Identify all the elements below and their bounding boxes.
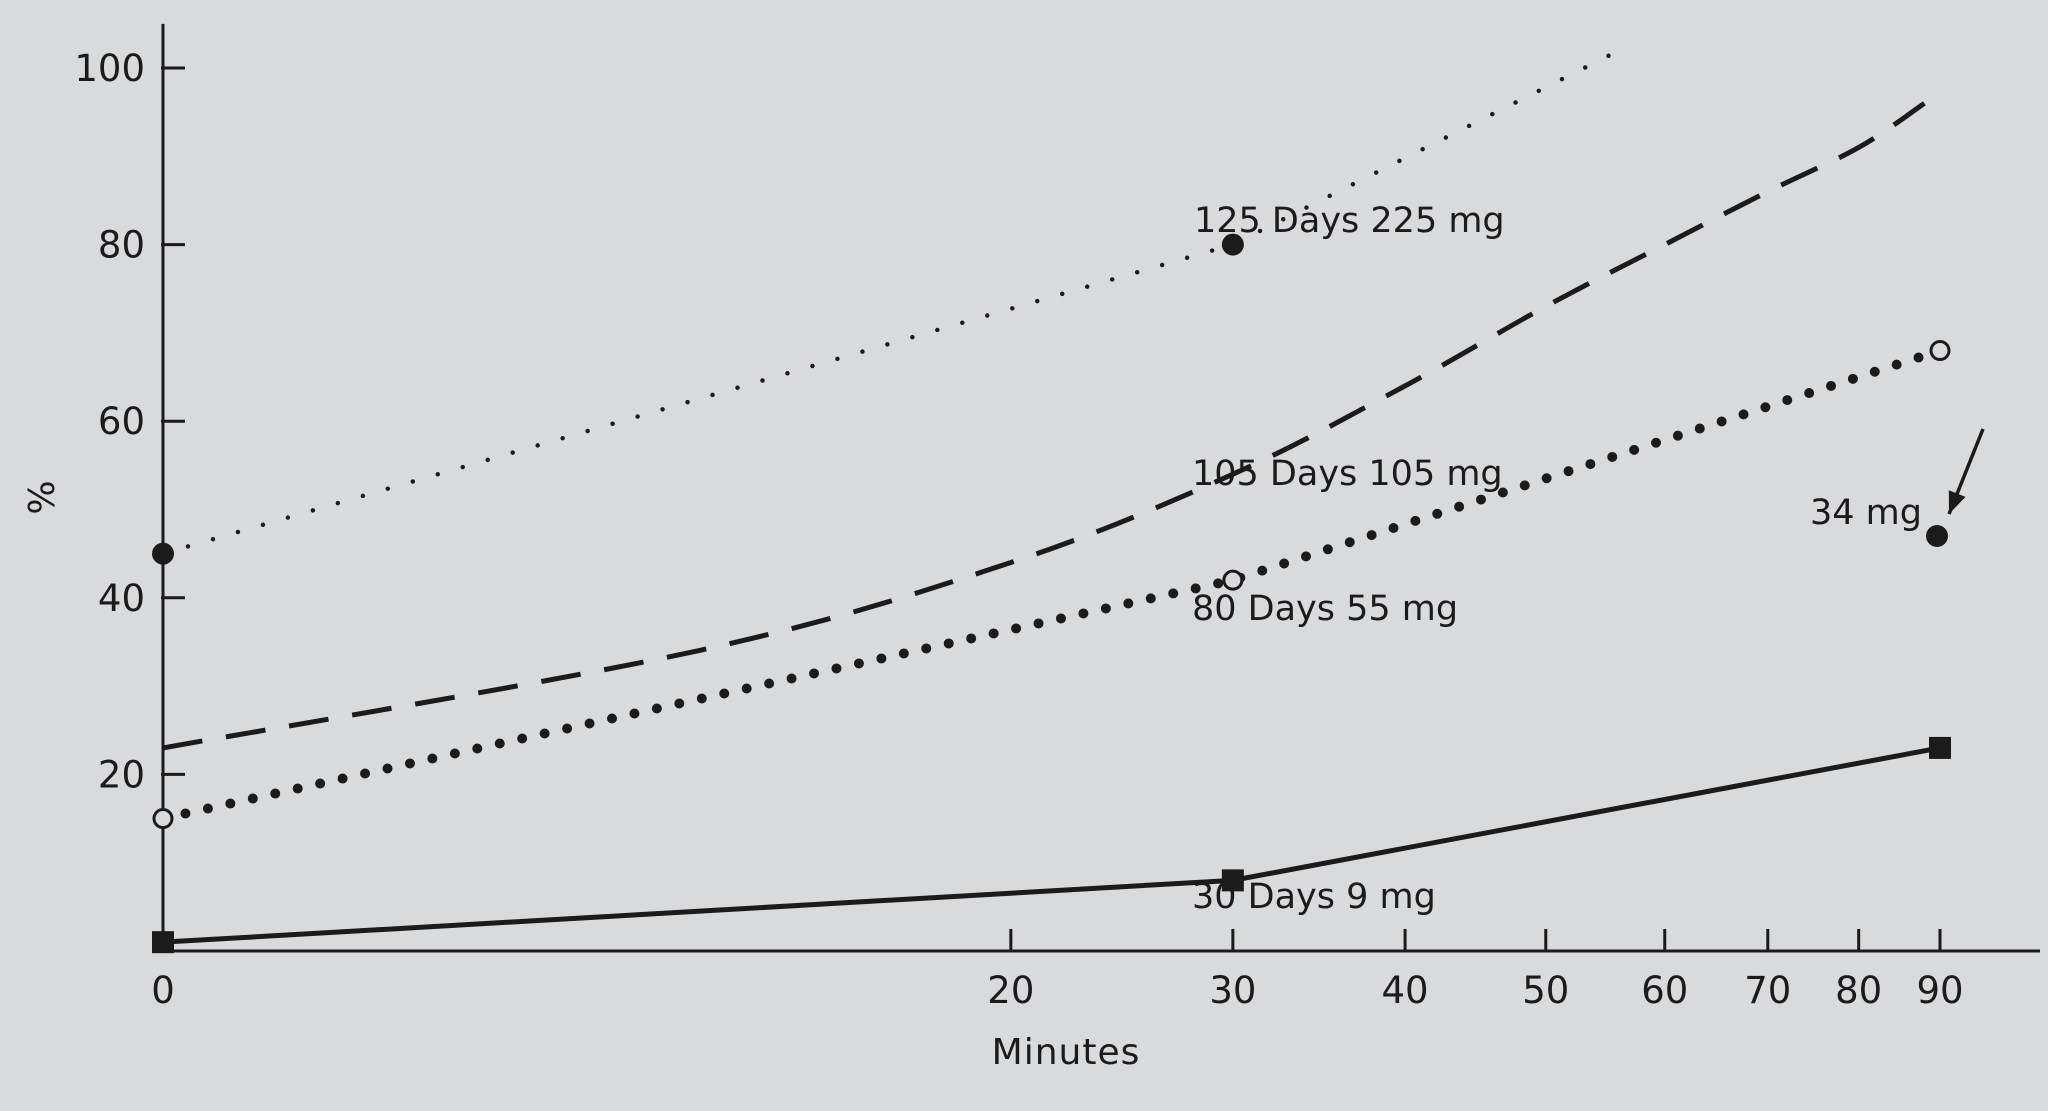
y-tick-label-80: 80	[98, 224, 145, 267]
series-2-point-0	[152, 808, 174, 830]
series-3-point-0	[152, 931, 174, 954]
series-1	[162, 101, 1926, 751]
x-tick-label-40: 40	[1382, 969, 1429, 1012]
series-label-125-days: 125 Days 225 mg	[1194, 201, 1505, 241]
x-tick-label-90: 90	[1916, 969, 1963, 1012]
series-2-point-1	[1222, 569, 1244, 591]
y-tick-label-40: 40	[98, 577, 145, 620]
series-2-point-2	[1929, 340, 1951, 362]
series-3	[152, 736, 1951, 954]
x-tick-label-0: 0	[151, 969, 175, 1012]
series-3-point-1	[1221, 869, 1244, 892]
labels-layer: 125 Days 225 mg 105 Days 105 mg 80 Days …	[22, 201, 1922, 1073]
x-axis-title: Minutes	[992, 1032, 1141, 1073]
series-line-2	[158, 345, 1945, 824]
x-tick-label-30: 30	[1209, 969, 1256, 1012]
series-line-1	[162, 101, 1926, 751]
series-line-3	[160, 745, 1943, 945]
y-tick-label-20: 20	[98, 753, 145, 796]
series-0-point-1	[1221, 233, 1244, 256]
annotation-0-arrow-head	[1948, 490, 1966, 514]
annotation-0-point	[1926, 524, 1948, 547]
series-0	[152, 48, 1622, 565]
x-tick-label-20: 20	[987, 969, 1034, 1012]
x-tick-label-70: 70	[1744, 969, 1791, 1012]
y-tick-label-60: 60	[98, 400, 145, 443]
axes: 20 40 60 80 100 0 20 30 40 50 60 70 80 90	[74, 23, 2040, 1012]
series-label-80-days: 80 Days 55 mg	[1192, 589, 1458, 629]
series-3-point-2	[1929, 736, 1951, 759]
x-tick-label-50: 50	[1522, 969, 1569, 1012]
x-tick-label-60: 60	[1641, 969, 1688, 1012]
series-0-point-0	[152, 542, 174, 565]
y-tick-label-100: 100	[74, 47, 145, 90]
annotation-34mg-label: 34 mg	[1810, 493, 1922, 533]
series-layer	[152, 48, 1985, 954]
series-label-105-days: 105 Days 105 mg	[1192, 454, 1503, 494]
series-2	[152, 340, 1951, 830]
x-tick-label-80: 80	[1835, 969, 1882, 1012]
y-axis-title: %	[22, 479, 63, 514]
series-line-0	[160, 48, 1622, 556]
annotation-0	[1926, 428, 1985, 547]
series-label-30-days: 30 Days 9 mg	[1192, 877, 1436, 917]
